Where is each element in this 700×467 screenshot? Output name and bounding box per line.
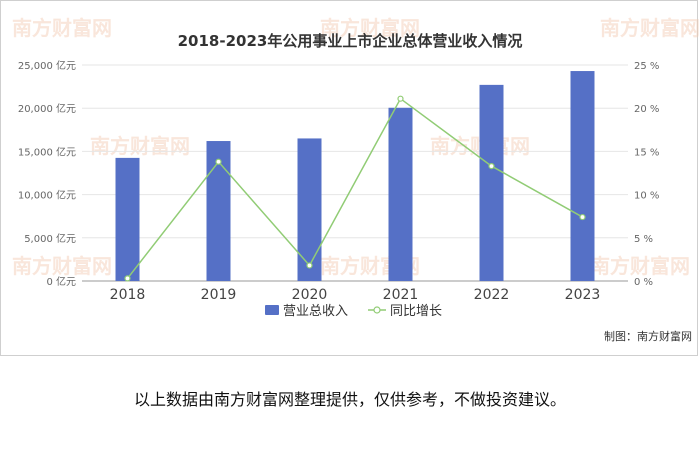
legend-label: 营业总收入 (283, 304, 348, 319)
bar (115, 157, 140, 281)
y-left-tick-label: 25,000 亿元 (18, 59, 76, 72)
y-left-tick-label: 15,000 亿元 (18, 145, 76, 158)
x-tick-label: 2023 (565, 287, 601, 303)
line-point (397, 95, 404, 102)
x-tick-label: 2019 (201, 287, 237, 303)
y-left-tick-label: 20,000 亿元 (18, 102, 76, 115)
y-right-tick-label: 20 % (634, 104, 659, 115)
x-tick-label: 2022 (474, 287, 510, 303)
x-tick-label: 2020 (292, 287, 328, 303)
chart-title: 2018-2023年公用事业上市企业总体营业收入情况 (177, 32, 523, 50)
y-right-tick-label: 5 % (634, 234, 653, 245)
chart-credit: 制图：南方财富网 (604, 330, 692, 343)
y-right-tick-label: 25 % (634, 61, 659, 72)
x-tick-label: 2021 (383, 287, 419, 303)
series-line (126, 97, 583, 279)
footnote: 以上数据由南方财富网整理提供，仅供参考，不做投资建议。 (133, 390, 566, 409)
line-point (215, 158, 222, 165)
line-point (579, 213, 586, 221)
line-point (306, 262, 313, 269)
y-left-tick-label: 10,000 亿元 (18, 189, 76, 202)
line-point (124, 275, 131, 282)
chart-svg: 0 亿元 5,000 亿元 10,000 亿元 15,000 亿元 20,000 亿元 2… (18, 59, 660, 319)
y-left-tick-label: 5,000 亿元 (24, 232, 76, 245)
bar (297, 138, 322, 281)
y-right-tick-label: 0 % (634, 277, 653, 288)
legend-bar-swatch (265, 305, 279, 315)
legend-line-marker (373, 306, 381, 314)
line-point (488, 162, 495, 170)
legend-label: 同比增长 (390, 304, 442, 319)
x-tick-label: 2018 (110, 287, 146, 303)
y-right-tick-label: 15 % (634, 147, 659, 158)
y-right-tick-label: 10 % (634, 191, 659, 202)
bar (479, 84, 504, 281)
y-left-tick-label: 0 亿元 (46, 275, 76, 288)
bar (388, 107, 413, 281)
bar (570, 71, 595, 281)
